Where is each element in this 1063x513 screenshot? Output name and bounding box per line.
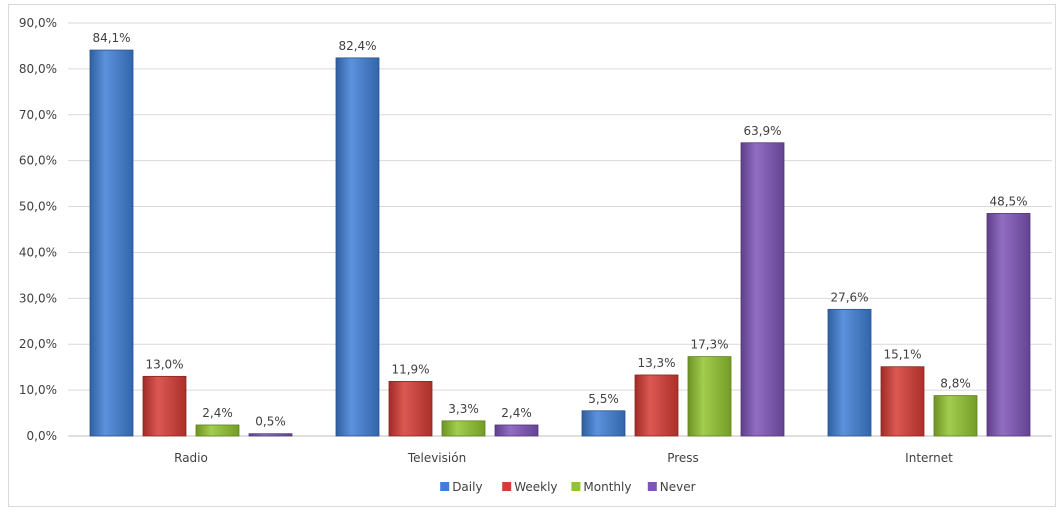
y-tick-label: 20,0% xyxy=(19,337,57,351)
data-label: 63,9% xyxy=(743,124,781,138)
data-labels: 84,1% 13,0% 2,4% 0,5% 82,4% 11,9% 3,3% 2,4% 5,5%… xyxy=(92,31,1027,429)
bar-daily xyxy=(581,410,626,437)
legend-label: Weekly xyxy=(514,480,557,494)
legend-swatch xyxy=(502,482,512,491)
data-label: 11,9% xyxy=(391,362,429,376)
data-label: 27,6% xyxy=(830,290,868,304)
legend-label: Monthly xyxy=(583,480,631,494)
bar-daily xyxy=(335,57,380,437)
bar-never xyxy=(986,213,1031,437)
data-label: 8,8% xyxy=(940,377,971,391)
category-label: Press xyxy=(667,451,699,465)
category-label: Internet xyxy=(905,451,953,465)
y-tick-label: 50,0% xyxy=(19,200,57,214)
y-tick-label: 40,0% xyxy=(19,245,57,259)
legend-swatch xyxy=(440,482,450,491)
category-label: Televisión xyxy=(407,451,466,465)
y-tick-label: 60,0% xyxy=(19,154,57,168)
bar-weekly xyxy=(142,375,187,437)
bar-daily xyxy=(89,49,134,437)
y-tick-label: 10,0% xyxy=(19,383,57,397)
data-label: 13,3% xyxy=(637,356,675,370)
legend-label: Never xyxy=(660,480,696,494)
x-axis: Radio Televisión Press Internet xyxy=(174,451,953,465)
bar-never xyxy=(248,433,293,437)
data-label: 13,0% xyxy=(145,357,183,371)
data-label: 0,5% xyxy=(255,415,286,429)
bars xyxy=(89,49,1031,437)
bar-monthly xyxy=(195,424,240,437)
y-tick-label: 30,0% xyxy=(19,291,57,305)
y-tick-label: 90,0% xyxy=(19,16,57,30)
bar-daily xyxy=(827,308,872,437)
bar-monthly xyxy=(687,356,732,437)
bar-never xyxy=(494,424,539,437)
bar-weekly xyxy=(880,366,925,437)
bar-weekly xyxy=(388,380,433,437)
y-tick-label: 0,0% xyxy=(27,429,58,443)
legend-label: Daily xyxy=(452,480,482,494)
data-label: 15,1% xyxy=(883,348,921,362)
data-label: 48,5% xyxy=(989,194,1027,208)
data-label: 84,1% xyxy=(92,31,130,45)
y-tick-label: 70,0% xyxy=(19,108,57,122)
data-label: 17,3% xyxy=(690,338,728,352)
data-label: 2,4% xyxy=(202,406,233,420)
data-label: 2,4% xyxy=(501,406,532,420)
data-label: 82,4% xyxy=(338,39,376,53)
bar-monthly xyxy=(933,395,978,437)
y-tick-label: 80,0% xyxy=(19,62,57,76)
bar-weekly xyxy=(634,374,679,437)
data-label: 3,3% xyxy=(448,402,479,416)
bar-monthly xyxy=(441,420,486,437)
category-label: Radio xyxy=(174,451,208,465)
legend-swatch xyxy=(647,482,657,491)
legend-swatch xyxy=(571,482,581,491)
y-axis: 0,0% 10,0% 20,0% 30,0% 40,0% 50,0% 60,0% 70,0% 8… xyxy=(19,16,57,443)
bar-never xyxy=(740,142,785,437)
legend: Daily Weekly Monthly Never xyxy=(440,480,696,494)
data-label: 5,5% xyxy=(588,392,619,406)
